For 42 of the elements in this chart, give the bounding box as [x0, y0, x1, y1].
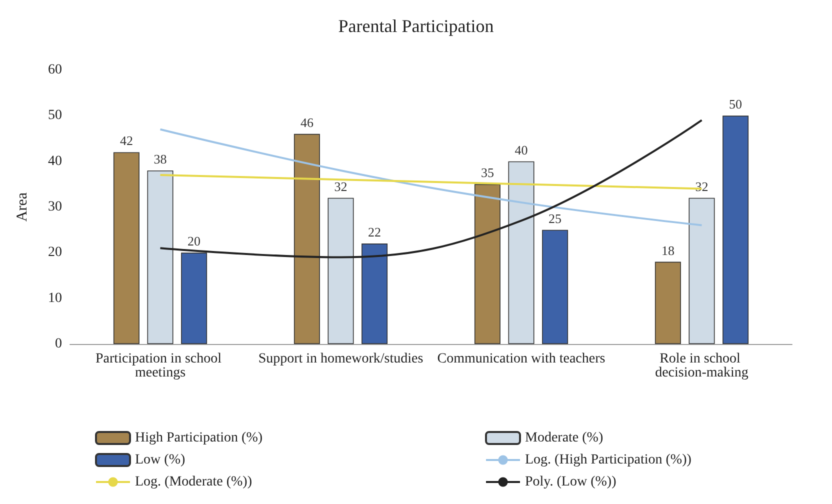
- bar: [113, 152, 140, 344]
- bar: [328, 198, 354, 344]
- y-tick-label: 60: [48, 62, 62, 78]
- data-label: 22: [368, 224, 382, 240]
- bar: [654, 262, 681, 344]
- y-tick-label: 20: [48, 245, 62, 260]
- data-label: 20: [188, 234, 201, 249]
- x-tick-label: Role in school decision-making: [655, 352, 748, 380]
- data-label: 38: [154, 151, 167, 166]
- bar: [181, 252, 208, 344]
- data-label: 35: [480, 165, 494, 180]
- y-axis-title: Area: [14, 192, 30, 222]
- data-label: 42: [120, 133, 133, 148]
- bar: [542, 230, 568, 344]
- y-tick-label: 50: [48, 108, 62, 124]
- data-label: 18: [661, 242, 674, 258]
- bar: [722, 116, 749, 344]
- x-tick-label: Support in homework/studies: [258, 352, 424, 366]
- data-label: 46: [300, 114, 314, 130]
- bar: [474, 184, 500, 344]
- bar: [688, 198, 715, 344]
- x-tick-label: Communication with teachers: [437, 352, 606, 366]
- legend-label: Moderate (%): [525, 430, 604, 446]
- bar: [147, 170, 174, 344]
- x-tick-label: Participation in school meetings: [96, 352, 225, 380]
- legend-label: Poly. (Low (%)): [525, 474, 617, 490]
- chart-title: Parental Participation: [338, 16, 494, 36]
- y-tick-label: 40: [48, 154, 62, 169]
- legend-label: Log. (High Participation (%)): [525, 452, 692, 468]
- data-label: 50: [729, 96, 742, 112]
- data-label: 40: [514, 142, 528, 158]
- y-tick-label: 10: [48, 290, 62, 306]
- bar: [508, 161, 534, 344]
- bar: [362, 244, 388, 344]
- data-label: 25: [548, 210, 562, 226]
- y-tick-label: 30: [48, 200, 62, 214]
- legend-label: Low (%): [135, 452, 186, 468]
- y-tick-label: 0: [55, 336, 62, 352]
- legend-label: High Participation (%): [135, 430, 263, 446]
- bar: [294, 134, 320, 344]
- data-label: 32: [334, 178, 348, 194]
- legend-label: Log. (Moderate (%)): [135, 474, 252, 490]
